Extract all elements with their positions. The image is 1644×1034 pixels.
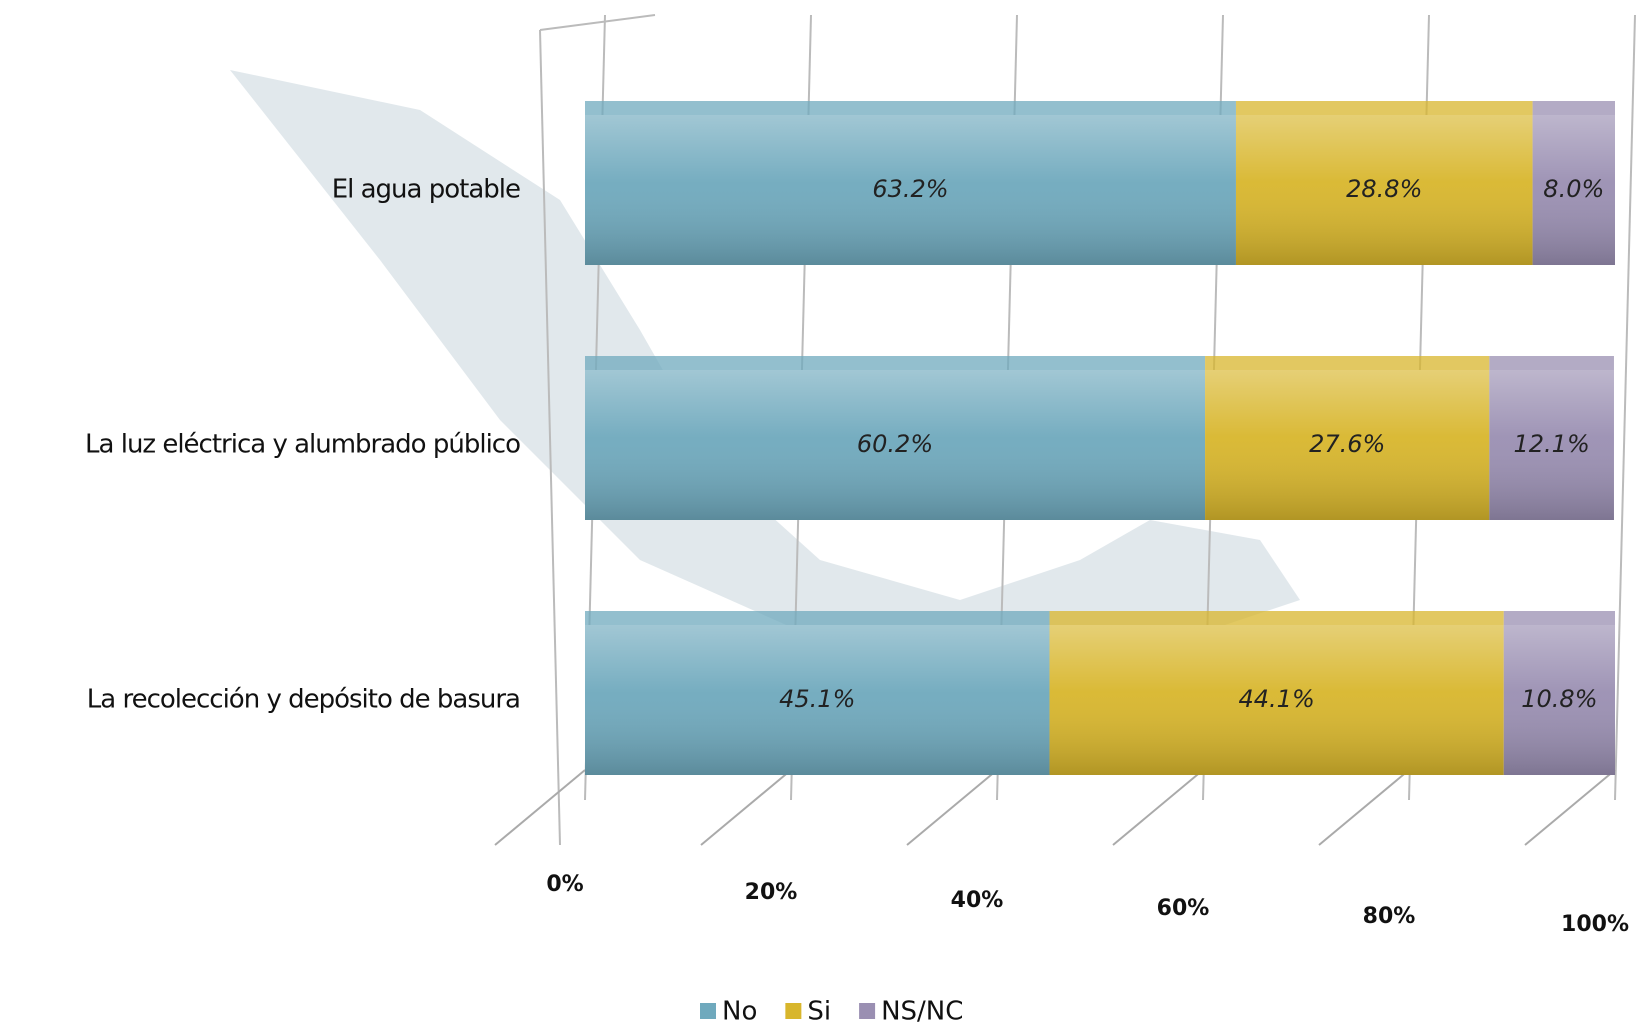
bar-top (1049, 611, 1504, 625)
x-tick-label: 40% (951, 888, 1004, 913)
bar-top (1532, 101, 1615, 115)
tick-mark (906, 769, 998, 846)
bar-shade (585, 625, 1050, 775)
bar-shade (585, 370, 1206, 520)
x-tick-label: 0% (546, 872, 583, 897)
value-label: 8.0% (1543, 175, 1604, 203)
bar-top (1503, 611, 1615, 625)
tick-mark (494, 769, 586, 846)
bar-top (585, 356, 1206, 370)
bar-top (585, 611, 1050, 625)
tick-mark (1524, 769, 1616, 846)
value-label: 10.8% (1521, 685, 1597, 713)
value-label: 45.1% (779, 685, 855, 713)
x-tick-label: 80% (1363, 904, 1416, 929)
legend-swatch (859, 1003, 876, 1019)
x-tick-label: 60% (1157, 896, 1210, 921)
category-label: La luz eléctrica y alumbrado público (85, 430, 520, 460)
background-map (230, 70, 1300, 680)
axis-frame (539, 29, 561, 846)
bar-shade (1489, 370, 1614, 520)
bar-top (585, 101, 1236, 115)
value-label: 44.1% (1239, 685, 1315, 713)
legend-swatch (785, 1003, 802, 1019)
bar-top (1235, 101, 1533, 115)
category-label: La recolección y depósito de basura (87, 685, 520, 715)
value-label: 28.8% (1346, 175, 1422, 203)
bar-shade (1049, 625, 1504, 775)
category-label: El agua potable (332, 175, 520, 205)
bar-shade (585, 115, 1236, 265)
x-tick-label: 100% (1561, 912, 1629, 937)
value-label: 12.1% (1514, 430, 1590, 458)
bar-shade (1205, 370, 1490, 520)
legend-label: No (722, 997, 757, 1027)
tick-mark (700, 769, 792, 846)
x-tick-label: 20% (745, 880, 798, 905)
bar-top (1489, 356, 1614, 370)
bar-shade (1235, 115, 1533, 265)
tick-mark (1318, 769, 1410, 846)
legend-label: NS/NC (881, 997, 963, 1027)
value-label: 60.2% (857, 430, 933, 458)
bar-top (1205, 356, 1490, 370)
bar-shade (1532, 115, 1615, 265)
tick-mark (1112, 769, 1204, 846)
legend-label: Si (807, 997, 831, 1027)
value-label: 27.6% (1309, 430, 1385, 458)
bar-shade (1503, 625, 1615, 775)
axis-frame (539, 14, 656, 31)
value-label: 63.2% (872, 175, 948, 203)
grid-line (1614, 14, 1636, 801)
legend-swatch (700, 1003, 716, 1019)
